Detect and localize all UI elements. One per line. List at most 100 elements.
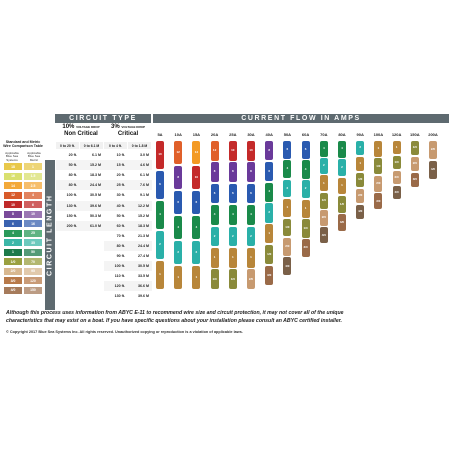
wire-gauge-segment: 2 — [301, 180, 310, 199]
wire-gauge-segment: 6 — [247, 183, 255, 204]
wire-gauge-label: 4 — [341, 146, 343, 151]
legend-swatch-awg: 10 — [4, 201, 22, 208]
wire-gauge-segment: 8 — [174, 165, 183, 190]
legend-swatch-mm: 35 — [24, 239, 42, 246]
non-critical-length-ft: 150 ft. — [56, 210, 80, 221]
legend-swatch-awg: 16 — [4, 172, 22, 180]
wire-gauge-segment: 4 — [265, 182, 274, 202]
wire-gauge-label: 4 — [195, 224, 198, 229]
wire-gauge-label: 1 — [322, 180, 325, 185]
wire-gauge-label: 4 — [177, 224, 180, 229]
wire-gauge-label: 6 — [177, 199, 180, 204]
non-critical-length-m: 18.3 M — [80, 170, 104, 181]
critical-length-ft: 70 ft. — [104, 230, 128, 241]
len-header-c-m: 0 to 1.8 M — [128, 142, 152, 149]
wire-gauge-label: 2 — [322, 163, 325, 168]
critical-length-m: 4.6 M — [128, 160, 152, 171]
wire-gauge-segment: 4/0 — [356, 204, 365, 220]
non-critical-title: 10% VOLTAGE DROP — [62, 124, 100, 130]
amp-label: 200A — [428, 132, 438, 137]
wire-gauge-segment: 2 — [174, 240, 183, 265]
wire-gauge-label: 4/0 — [430, 167, 436, 172]
wire-gauge-segment: 6 — [228, 183, 237, 204]
wire-gauge-label: 6 — [159, 182, 161, 187]
wire-gauge-label: 2 — [268, 210, 271, 215]
wire-gauge-segment: 8 — [247, 162, 255, 183]
non-critical-length-ft: 80 ft. — [56, 180, 80, 191]
wire-gauge-label: 1/0 — [321, 197, 326, 202]
wire-gauge-label: 1/0 — [412, 145, 417, 150]
legend-swatch-awg: 14 — [4, 182, 22, 189]
critical-length-m: 9.1 M — [128, 190, 152, 201]
critical-length-m: 18.3 M — [128, 220, 152, 231]
wire-gauge-segment: 10 — [192, 165, 201, 190]
wire-gauge-segment: 1/0 — [283, 218, 292, 237]
wire-gauge-label: 6 — [195, 199, 198, 204]
critical-length-ft: 10 ft. — [104, 150, 128, 160]
wire-gauge-segment: 3/0 — [374, 193, 383, 210]
wire-gauge-label: 10 — [158, 152, 162, 157]
legend-swatch-awg: 18 — [4, 163, 22, 170]
amp-label: 25A — [229, 132, 237, 137]
wire-gauge-label: 1/0 — [394, 159, 399, 164]
disclaimer-line-2: characteristics that may exist on a boat… — [6, 318, 342, 324]
wire-gauge-label: 2 — [359, 145, 362, 150]
wire-gauge-label: 10 — [249, 148, 253, 152]
wire-gauge-segment: 2 — [265, 203, 274, 223]
wire-gauge-segment: 1 — [319, 175, 328, 192]
wire-gauge-segment: 2 — [210, 226, 219, 247]
wire-gauge-segment: 1 — [156, 260, 164, 290]
circuit-length-label: CIRCUIT LENGTH — [45, 160, 55, 310]
wire-gauge-label: 2 — [250, 233, 252, 238]
wire-gauge-label: 8 — [177, 174, 180, 179]
wire-gauge-segment: 4/0 — [283, 257, 292, 276]
wire-gauge-segment: 6 — [192, 190, 201, 215]
wire-gauge-segment: 1 — [356, 156, 365, 172]
wire-gauge-segment: 2/0 — [247, 269, 255, 290]
wire-gauge-segment: 8 — [210, 162, 219, 183]
critical-length-ft: 120 ft. — [104, 281, 128, 292]
wire-gauge-segment: 3/0 — [410, 172, 419, 188]
wire-gauge-label: 3/0 — [303, 245, 308, 250]
legend-swatch-mm: 150 — [24, 286, 42, 294]
amp-label: 70A — [320, 132, 328, 137]
wire-gauge-label: 1/0 — [285, 224, 290, 229]
amp-label: 80A — [338, 132, 346, 137]
non-critical-length-ft: 100 ft. — [56, 190, 80, 201]
wire-gauge-segment: 4/0 — [429, 160, 437, 180]
legend-swatch-awg: 12 — [4, 191, 22, 199]
non-critical-length-m: 24.4 M — [80, 180, 104, 191]
wire-gauge-label: 8 — [250, 169, 252, 174]
critical-length-m: 27.4 M — [128, 251, 152, 261]
wire-gauge-label: 10 — [194, 174, 199, 179]
wire-gauge-label: 1 — [213, 255, 216, 260]
wire-gauge-label: 4/0 — [394, 189, 399, 194]
wire-gauge-label: 2/0 — [358, 193, 363, 198]
critical-length-m: 12.2 M — [128, 200, 152, 211]
wire-gauge-segment: 12 — [174, 140, 183, 165]
wire-gauge-label: 6 — [304, 147, 307, 152]
wire-gauge-segment: 2/0 — [392, 170, 401, 185]
wire-gauge-segment: 4 — [338, 140, 346, 158]
wire-gauge-segment: 2/0 — [319, 210, 328, 226]
wire-gauge-label: 2/0 — [394, 174, 399, 179]
wire-gauge-segment: 1 — [265, 224, 274, 244]
non-critical-length-ft: 50 ft. — [56, 160, 80, 171]
wire-gauge-segment: 4 — [174, 215, 183, 240]
non-critical-length-m: 61.0 M — [80, 220, 104, 231]
amp-label: 40A — [265, 132, 273, 137]
amp-label: 150A — [410, 132, 420, 137]
amp-label: 90A — [356, 132, 364, 137]
critical-length-ft: 80 ft. — [104, 240, 128, 251]
wire-gauge-label: 2/0 — [430, 147, 436, 152]
critical-length-ft: 60 ft. — [104, 220, 128, 231]
wire-gauge-segment: 3/0 — [265, 265, 274, 286]
wire-gauge-label: 1/0 — [303, 225, 308, 230]
wire-gauge-segment: 2 — [156, 230, 164, 260]
non-critical-length-m: 6.1 M — [80, 150, 104, 160]
critical-length-ft: 110 ft. — [104, 271, 128, 282]
wire-gauge-segment: 12 — [210, 140, 219, 161]
non-critical-length-ft: 130 ft. — [56, 200, 80, 211]
wire-gauge-label: 2 — [231, 233, 234, 238]
